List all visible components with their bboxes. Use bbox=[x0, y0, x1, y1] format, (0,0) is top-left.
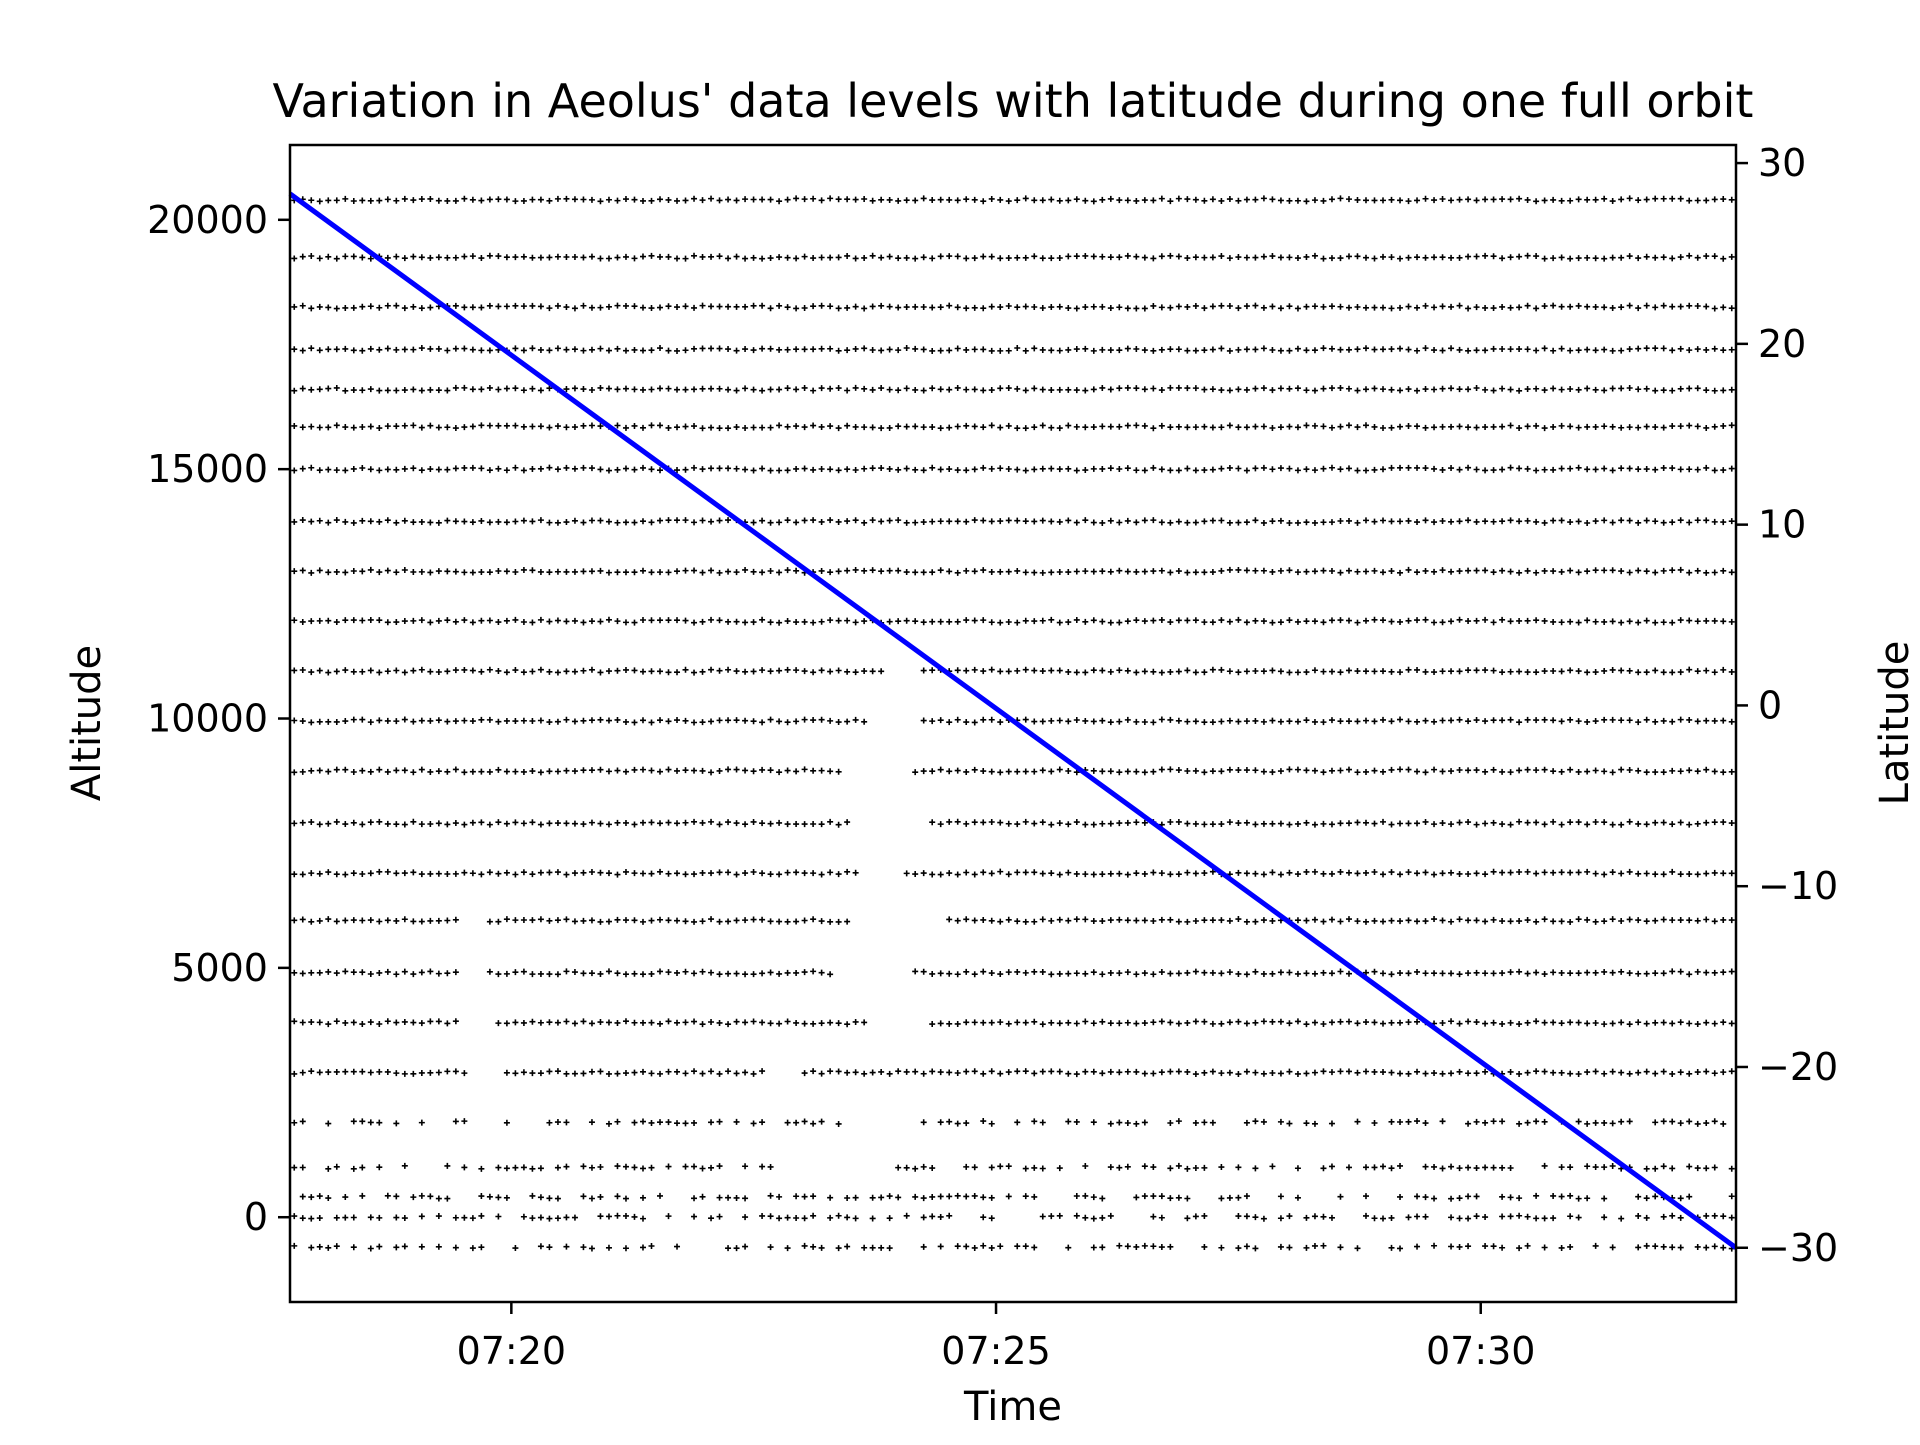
altitude-level-points bbox=[291, 252, 1735, 262]
scatter-marker-row bbox=[291, 1118, 1727, 1127]
altitude-level-points bbox=[291, 1242, 1735, 1252]
altitude-level-points bbox=[291, 968, 1735, 978]
y-tick-label: 10000 bbox=[147, 697, 268, 741]
altitude-level-points bbox=[291, 1018, 1735, 1028]
scatter-marker-row bbox=[299, 1192, 1735, 1202]
y-tick-label: 15000 bbox=[147, 447, 268, 491]
altitude-level-points bbox=[291, 422, 1735, 432]
scatter-marker-row bbox=[291, 1018, 1735, 1028]
scatter-marker-row bbox=[291, 616, 1735, 626]
x-tick-label: 07:20 bbox=[457, 1329, 567, 1373]
altitude-level-points bbox=[291, 384, 1735, 394]
scatter-marker-row bbox=[291, 1212, 1735, 1222]
x-tick-label: 07:25 bbox=[941, 1329, 1051, 1373]
altitude-level-points bbox=[291, 302, 1735, 312]
scatter-marker-row bbox=[291, 666, 1735, 676]
altitude-level-points bbox=[291, 1068, 1735, 1078]
scatter-points bbox=[291, 195, 1735, 1252]
scatter-marker-row bbox=[291, 195, 1735, 205]
scatter-marker-row bbox=[291, 566, 1735, 576]
altitude-level-points bbox=[291, 1212, 1735, 1222]
altitude-level-points bbox=[291, 1118, 1727, 1127]
scatter-marker-row bbox=[291, 422, 1735, 432]
altitude-level-points bbox=[291, 916, 1735, 925]
y2-tick-label: −20 bbox=[1758, 1045, 1838, 1089]
y2-tick-label: −30 bbox=[1758, 1226, 1838, 1270]
y2-tick-label: 10 bbox=[1758, 503, 1806, 547]
altitude-level-points bbox=[291, 868, 1735, 878]
y2-tick-label: 30 bbox=[1758, 141, 1806, 185]
scatter-marker-row bbox=[291, 968, 1735, 978]
altitude-level-points bbox=[291, 818, 1735, 828]
x-tick-label: 07:30 bbox=[1426, 1329, 1536, 1373]
y2-axis-label: Latitude bbox=[1872, 641, 1918, 806]
scatter-marker-row bbox=[291, 344, 1735, 354]
scatter-marker-row bbox=[291, 1068, 1735, 1078]
y2-tick-label: 20 bbox=[1758, 322, 1806, 366]
scatter-marker-row bbox=[291, 766, 1735, 776]
altitude-level-points bbox=[291, 766, 1735, 776]
altitude-level-points bbox=[291, 344, 1735, 354]
altitude-level-points bbox=[291, 1162, 1735, 1172]
y-axis-left: 0 5000 10000 15000 20000 bbox=[147, 198, 290, 1239]
x-axis-label: Time bbox=[963, 1384, 1062, 1430]
plot-frame bbox=[288, 143, 1738, 1304]
altitude-level-points bbox=[291, 616, 1735, 626]
y2-tick-label: 0 bbox=[1758, 683, 1782, 727]
scatter-marker-row bbox=[291, 716, 1735, 726]
scatter-marker-row bbox=[291, 1162, 1735, 1172]
y-axis-label: Altitude bbox=[64, 645, 110, 801]
y-tick-label: 0 bbox=[244, 1195, 268, 1239]
scatter-marker-row bbox=[291, 252, 1735, 262]
altitude-level-points bbox=[299, 1192, 1735, 1202]
scatter-marker-row bbox=[291, 818, 1735, 828]
scatter-marker-row bbox=[291, 916, 1735, 925]
y-tick-label: 20000 bbox=[147, 198, 268, 242]
y-axis-right: 30 20 10 0 −10 −20 −30 bbox=[1736, 141, 1838, 1270]
altitude-level-points bbox=[291, 464, 1735, 474]
latitude-line bbox=[288, 191, 1738, 1250]
altitude-level-points bbox=[291, 716, 1735, 726]
scatter-marker-row bbox=[291, 384, 1735, 394]
y-tick-label: 5000 bbox=[171, 946, 268, 990]
y2-tick-label: −10 bbox=[1758, 864, 1838, 908]
altitude-level-points bbox=[291, 566, 1735, 576]
latitude-line-layer bbox=[288, 191, 1738, 1250]
altitude-level-points bbox=[291, 195, 1735, 205]
x-axis: 07:20 07:25 07:30 bbox=[457, 1302, 1536, 1373]
scatter-marker-row bbox=[291, 1242, 1735, 1252]
chart-title: Variation in Aeolus' data levels with la… bbox=[273, 74, 1754, 128]
scatter-marker-row bbox=[291, 464, 1735, 474]
altitude-level-points bbox=[291, 666, 1735, 676]
scatter-marker-row bbox=[291, 517, 1735, 527]
altitude-level-points bbox=[291, 517, 1735, 527]
scatter-marker-row bbox=[291, 302, 1735, 312]
scatter-marker-row bbox=[291, 868, 1735, 878]
